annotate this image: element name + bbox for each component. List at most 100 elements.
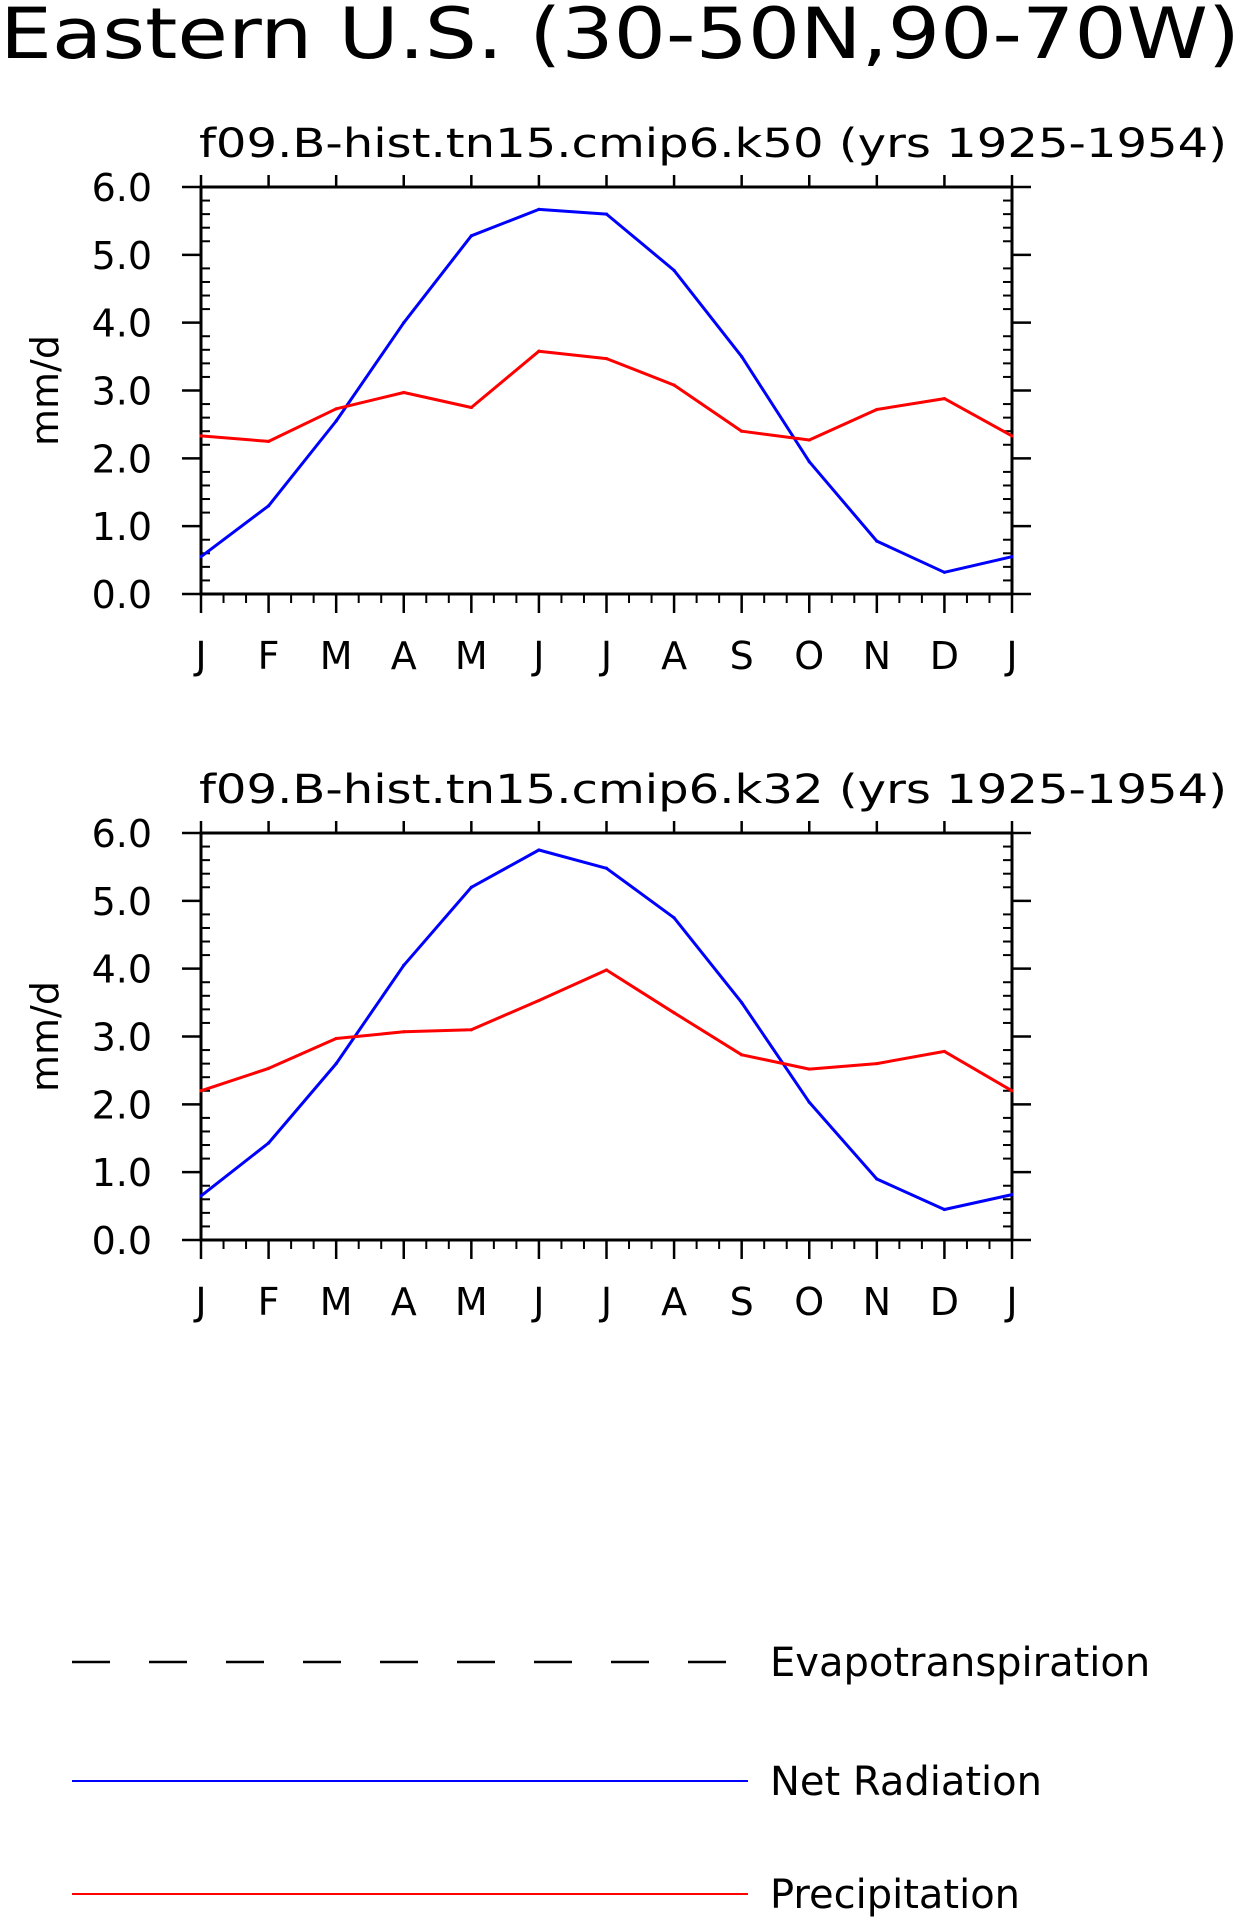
x-tick-label: F [258, 634, 280, 678]
x-tick-label: A [391, 1280, 417, 1324]
series-line-precipitation [200, 968, 1013, 1093]
data-point [469, 234, 473, 238]
data-point [469, 885, 473, 889]
chart-subtitle: f09.B-hist.tn15.cmip6.k50 (yrs 1925-1954… [199, 121, 1227, 167]
data-point [604, 968, 609, 972]
chart-panels: f09.B-hist.tn15.cmip6.k50 (yrs 1925-1954… [23, 121, 1227, 1324]
y-tick-label: 4.0 [92, 302, 152, 346]
data-point [1010, 1192, 1014, 1197]
x-tick-label: A [661, 1280, 687, 1324]
data-point [807, 460, 811, 464]
data-point [875, 1062, 879, 1066]
data-point [469, 405, 473, 410]
y-tick-label: 3.0 [92, 370, 152, 414]
x-tick-label: M [320, 1280, 353, 1324]
data-point [875, 407, 879, 412]
data-point [402, 390, 406, 395]
data-point [807, 1067, 811, 1071]
data-point [537, 848, 541, 852]
data-point [1010, 1089, 1014, 1093]
data-point [334, 1036, 338, 1041]
data-point [266, 504, 271, 508]
x-tick-label: J [1004, 1280, 1017, 1324]
series-line-precipitation [200, 349, 1013, 443]
y-axis-label: mm/d [23, 981, 67, 1092]
data-point [740, 354, 744, 359]
data-point [604, 357, 609, 361]
data-point [334, 407, 338, 411]
data-point [875, 539, 879, 543]
data-point [1010, 434, 1014, 438]
data-point [875, 1177, 879, 1181]
x-tick-label: N [863, 634, 891, 678]
data-point [199, 434, 203, 438]
data-point [807, 438, 811, 442]
y-axis-label: mm/d [23, 335, 67, 446]
data-point [199, 555, 203, 559]
data-point [402, 963, 406, 967]
x-tick-label: M [455, 1280, 488, 1324]
data-point [672, 383, 676, 387]
x-tick-label: F [258, 1280, 280, 1324]
x-tick-label: J [531, 1280, 544, 1324]
legend: Evapotranspiration Net Radiation Precipita… [72, 1640, 1150, 1918]
x-tick-label: J [1004, 634, 1017, 678]
x-tick-label: O [794, 1280, 824, 1324]
y-tick-label: 6.0 [92, 812, 152, 856]
data-point [199, 1194, 203, 1198]
y-tick-label: 0.0 [92, 573, 152, 617]
chart-subtitle: f09.B-hist.tn15.cmip6.k32 (yrs 1925-1954… [199, 767, 1227, 813]
y-tick-label: 2.0 [92, 1083, 152, 1127]
data-point [807, 1100, 811, 1104]
x-tick-label: J [193, 634, 206, 678]
series-line-net-radiation [200, 848, 1013, 1211]
legend-label: Precipitation [770, 1872, 1020, 1918]
x-tick-label: M [320, 634, 353, 678]
y-tick-label: 1.0 [92, 505, 152, 549]
plot-frame [199, 185, 1014, 596]
y-tick-label: 5.0 [92, 234, 152, 278]
legend-label: Evapotranspiration [770, 1640, 1150, 1686]
data-point [740, 1000, 744, 1005]
x-tick-label: D [930, 1280, 959, 1324]
data-point [469, 1028, 473, 1032]
x-tick-label: A [661, 634, 687, 678]
data-point [402, 321, 406, 325]
data-point [672, 1011, 676, 1015]
data-point [266, 1141, 271, 1145]
data-point [402, 1030, 406, 1034]
x-tick-label: M [455, 634, 488, 678]
y-tick-label: 4.0 [92, 948, 152, 992]
data-point [537, 207, 541, 211]
data-point [604, 212, 609, 216]
data-point [942, 397, 947, 401]
data-point [942, 1049, 947, 1054]
y-tick-label: 6.0 [92, 166, 152, 210]
data-point [537, 998, 541, 1003]
series-line-net-radiation [200, 207, 1013, 574]
data-point [942, 570, 947, 574]
x-tick-label: S [730, 1280, 754, 1324]
x-tick-label: A [391, 634, 417, 678]
y-tick-label: 5.0 [92, 880, 152, 924]
data-point [199, 1089, 203, 1093]
data-point [740, 429, 744, 433]
x-tick-label: J [599, 1280, 612, 1324]
chart-panel-1: f09.B-hist.tn15.cmip6.k50 (yrs 1925-1954… [23, 121, 1227, 678]
x-tick-label: O [794, 634, 824, 678]
y-tick-label: 2.0 [92, 437, 152, 481]
data-point [604, 866, 609, 870]
figure-title: Eastern U.S. (30-50N,90-70W) [0, 0, 1240, 75]
data-point [537, 349, 541, 353]
x-tick-label: J [599, 634, 612, 678]
data-point [740, 1053, 744, 1057]
data-point [672, 916, 676, 920]
legend-label: Net Radiation [770, 1759, 1042, 1805]
data-point [266, 1066, 271, 1070]
data-point [672, 268, 676, 273]
chart-panel-2: f09.B-hist.tn15.cmip6.k32 (yrs 1925-1954… [23, 767, 1227, 1324]
x-tick-label: J [531, 634, 544, 678]
y-tick-label: 0.0 [92, 1219, 152, 1263]
x-tick-label: N [863, 1280, 891, 1324]
